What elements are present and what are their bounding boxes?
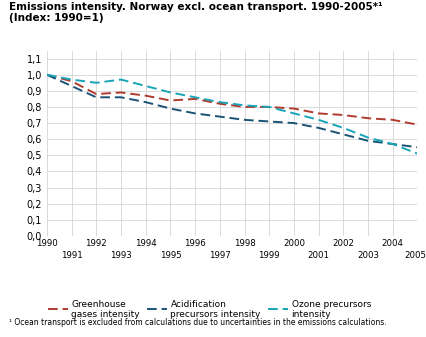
Text: ¹ Ocean transport is excluded from calculations due to uncertainties in the emis: ¹ Ocean transport is excluded from calcu… bbox=[9, 318, 386, 327]
Text: (Index: 1990=1): (Index: 1990=1) bbox=[9, 13, 103, 24]
Legend: Greenhouse
gases intensity, Acidification
precursors intensity, Ozone precursors: Greenhouse gases intensity, Acidificatio… bbox=[48, 300, 371, 319]
Text: Emissions intensity. Norway excl. ocean transport. 1990-2005*¹: Emissions intensity. Norway excl. ocean … bbox=[9, 2, 382, 12]
